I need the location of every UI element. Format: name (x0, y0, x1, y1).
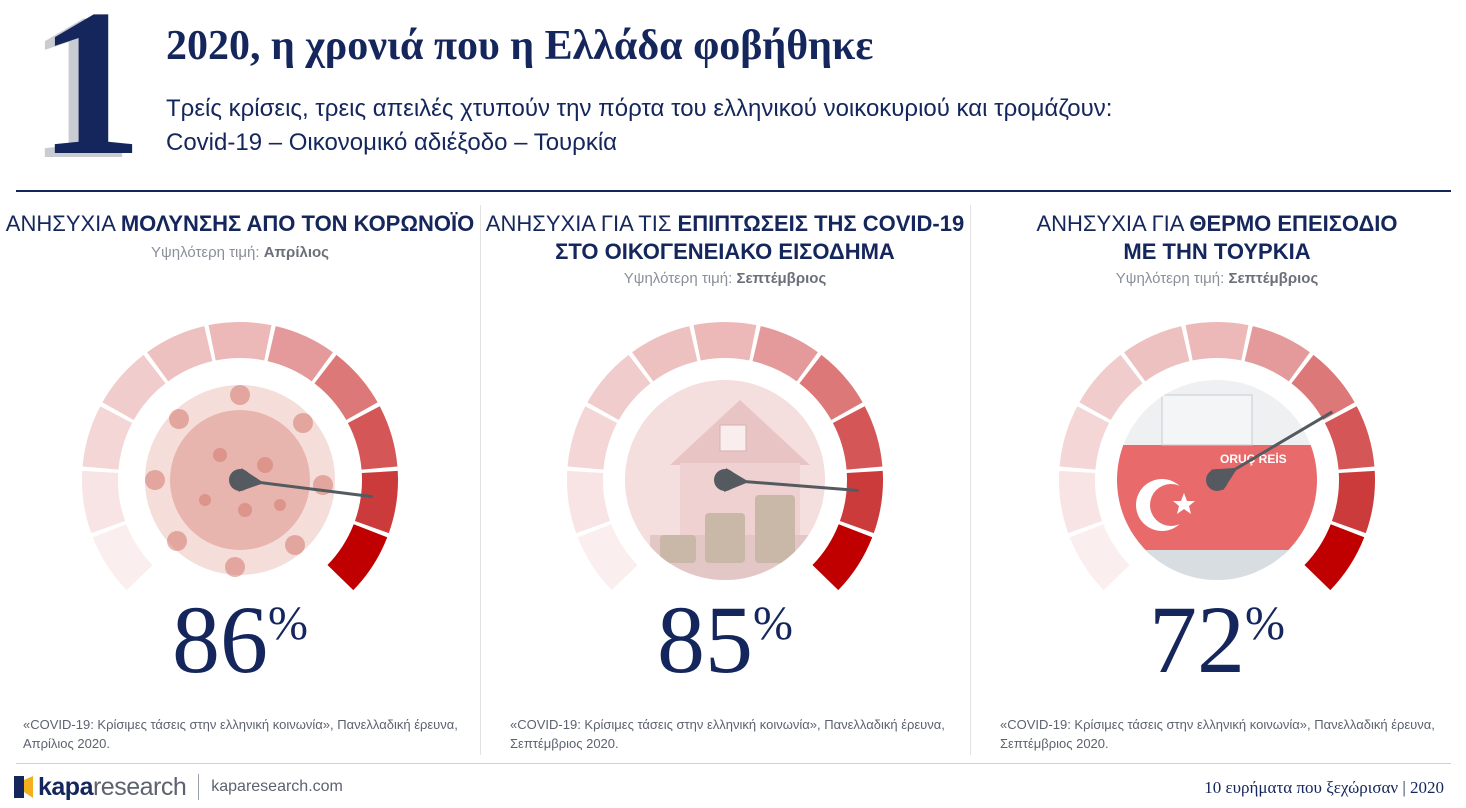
gauge-needle-hub (714, 469, 736, 491)
gauge-segment (1069, 524, 1130, 591)
gauge-segment (567, 406, 618, 470)
gauge-segment (752, 326, 818, 382)
footer-divider (16, 763, 1451, 764)
chapter-number-text: 1 (38, 0, 143, 199)
gauge-segment (832, 406, 883, 470)
gauge-turkey-incident: ORUÇ REİS (1059, 322, 1375, 591)
gauge-needle (1216, 410, 1334, 482)
gauge-covid-infection (82, 322, 398, 591)
gauge-segment (799, 354, 863, 421)
gauge-needle-hub (229, 469, 251, 491)
header-divider (16, 190, 1451, 192)
gauge-segment (1331, 470, 1375, 534)
panel-turkey-incident: ΑΝΗΣΥΧΙΑ ΓΙΑ ΘΕΡΜΟ ΕΠΕΙΣΟΔΙΟ ΜΕ ΤΗΝ ΤΟΥΡ… (972, 200, 1462, 760)
source-note: «COVID-19: Κρίσιμες τάσεις στην ελληνική… (1000, 717, 1435, 751)
peak-month: Υψηλότερη τιμή: Σεπτέμβριος (623, 270, 827, 287)
page-subtitle: Τρείς κρίσεις, τρεις απειλές χτυπούν την… (166, 92, 1266, 160)
gauge-segment (82, 406, 133, 470)
website-link[interactable]: kaparesearch.com (211, 778, 343, 795)
page-title: 2020, η χρονιά που η Ελλάδα φοβήθηκε (166, 23, 874, 69)
gauge-segment (839, 470, 883, 534)
gauge-segment (567, 470, 611, 534)
logo-kapa-text: kapa (38, 772, 93, 801)
gauge-segment (1059, 406, 1110, 470)
peak-month: Υψηλότερη τιμή: Απρίλιος (151, 244, 329, 261)
gauge-segment (1059, 470, 1103, 534)
gauge-segment (354, 470, 398, 534)
panel-heading: ΑΝΗΣΥΧΙΑ ΓΙΑ ΘΕΡΜΟ ΕΠΕΙΣΟΔΙΟ ΜΕ ΤΗΝ ΤΟΥΡ… (1036, 211, 1398, 264)
logo-separator (198, 774, 200, 800)
gauge-segment (82, 470, 126, 534)
gauge-segment (347, 406, 398, 470)
chapter-number: 1 1 (22, 0, 152, 192)
gauge-segment (1291, 354, 1355, 421)
gauge-segment (327, 524, 388, 591)
gauge-segment (92, 524, 153, 591)
peak-month: Υψηλότερη τιμή: Σεπτέμβριος (1115, 270, 1319, 287)
footer-caption: 10 ευρήματα που ξεχώρισαν | 2020 (1204, 778, 1444, 797)
subtitle-line-2: Covid-19 – Οικονομικό αδιέξοδο – Τουρκία (166, 129, 618, 156)
gauge-segment (577, 524, 638, 591)
panel-heading: ΑΝΗΣΥΧΙΑ ΜΟΛΥΝΣΗΣ ΑΠΟ ΤΟΝ ΚΟΡΩΝΟΪΟ (5, 211, 475, 236)
gauge-segment (1324, 406, 1375, 470)
gauge-segment (693, 322, 757, 361)
panel-income-impact: ΑΝΗΣΥΧΙΑ ΓΙΑ ΤΙΣ ΕΠΙΠΤΩΣΕΙΣ ΤΗΣ COVID-19… (480, 200, 970, 760)
gauge-segment (147, 326, 213, 382)
percent-value: 72% (1149, 586, 1285, 693)
gauge-segment (267, 326, 333, 382)
percent-value: 85% (657, 586, 793, 693)
gauge-needle (724, 478, 859, 493)
panel-covid-infection: ΑΝΗΣΥΧΙΑ ΜΟΛΥΝΣΗΣ ΑΠΟ ΤΟΝ ΚΟΡΩΝΟΪΟ Υψηλό… (0, 200, 485, 760)
gauge-needle-hub (1206, 469, 1228, 491)
panel-heading: ΑΝΗΣΥΧΙΑ ΓΙΑ ΤΙΣ ΕΠΙΠΤΩΣΕΙΣ ΤΗΣ COVID-19… (485, 211, 965, 264)
gauge-segment (587, 354, 651, 421)
gauge-segment (1079, 354, 1143, 421)
source-note: «COVID-19: Κρίσιμες τάσεις στην ελληνική… (23, 717, 458, 751)
gauge-segment (102, 354, 166, 421)
gauge-segment (1124, 326, 1190, 382)
gauge-segment (208, 322, 272, 361)
gauge-income-impact (567, 322, 883, 591)
gauge-segment (632, 326, 698, 382)
kapa-research-logo: kapa research kaparesearch.com (12, 772, 343, 802)
subtitle-line-1: Τρείς κρίσεις, τρεις απειλές χτυπούν την… (166, 95, 1113, 122)
gauge-segment (1185, 322, 1249, 361)
gauge-segment (812, 524, 873, 591)
column-divider (480, 205, 481, 755)
gauge-segment (1304, 524, 1365, 591)
house-coins-image (625, 380, 825, 580)
kapa-logo-icon (14, 776, 33, 798)
source-note: «COVID-19: Κρίσιμες τάσεις στην ελληνική… (510, 717, 945, 751)
column-divider (970, 205, 971, 755)
gauge-segment (314, 354, 378, 421)
gauge-needle (239, 478, 374, 499)
logo-research-text: research (92, 772, 187, 801)
percent-value: 86% (172, 586, 308, 693)
gauge-segment (1244, 326, 1310, 382)
